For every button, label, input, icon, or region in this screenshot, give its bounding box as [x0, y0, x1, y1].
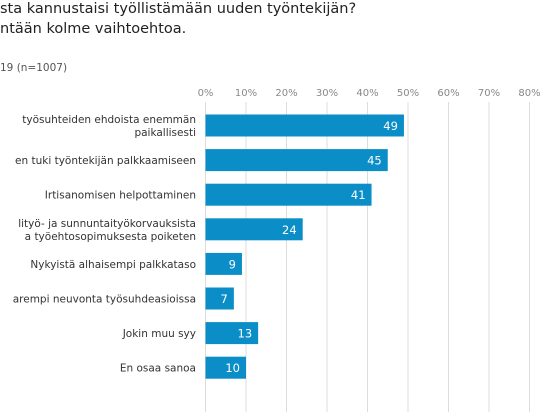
category-label: Nykyistä alhaisempi palkkataso	[30, 259, 196, 271]
bar	[205, 183, 372, 206]
x-axis-ticks: 0% 10% 20% 30% 40% 50% 60% 70% 80%	[198, 88, 541, 99]
x-tick-label: 10%	[235, 88, 257, 99]
x-tick-label: 30%	[316, 88, 338, 99]
bar	[205, 218, 303, 241]
bar	[205, 149, 388, 172]
category-label: En osaa sanoa	[120, 363, 196, 375]
bar	[205, 114, 404, 137]
x-tick-label: 40%	[356, 88, 378, 99]
category-labels: työsuhteiden ehdoista enemmänpaikallises…	[13, 114, 196, 375]
bar	[205, 322, 259, 345]
category-label: työsuhteiden ehdoista enemmän	[22, 114, 196, 126]
bar-value-label: 41	[351, 188, 366, 202]
x-tick-label: 70%	[478, 88, 500, 99]
bar-value-label: 24	[282, 223, 297, 237]
chart-title-line-1: sta kannustaisi työllistämään uuden työn…	[0, 1, 357, 17]
category-label: Jokin muu syy	[122, 328, 196, 340]
category-label: a työehtosopimuksesta poiketen	[25, 231, 196, 243]
bar-value-label: 49	[383, 119, 398, 133]
bars: 49 45 41 24 9 7 13 10	[205, 114, 404, 379]
category-label: en tuki työntekijän palkkaamiseen	[15, 155, 196, 167]
chart-title-line-2: ntään kolme vaihtoehtoa.	[0, 21, 187, 37]
x-tick-label: 80%	[518, 88, 540, 99]
bar	[205, 356, 246, 379]
bar	[205, 252, 242, 275]
x-tick-label: 50%	[397, 88, 419, 99]
chart-subtitle: 19 (n=1007)	[0, 62, 68, 74]
category-label: Irtisanomisen helpottaminen	[45, 190, 196, 202]
category-label: arempi neuvonta työsuhdeasioissa	[13, 294, 196, 306]
category-label: lityö- ja sunnuntaityökorvauksista	[18, 218, 196, 230]
x-tick-label: 60%	[437, 88, 459, 99]
x-tick-label: 0%	[198, 88, 214, 99]
category-label: paikallisesti	[134, 127, 196, 139]
bar	[205, 287, 234, 310]
bar-value-label: 10	[225, 361, 240, 375]
bar-value-label: 45	[367, 154, 382, 168]
bar-value-label: 13	[238, 327, 253, 341]
x-tick-label: 20%	[275, 88, 297, 99]
bar-value-label: 7	[221, 292, 228, 306]
grid-lines	[205, 102, 530, 412]
bar-value-label: 9	[229, 257, 236, 271]
